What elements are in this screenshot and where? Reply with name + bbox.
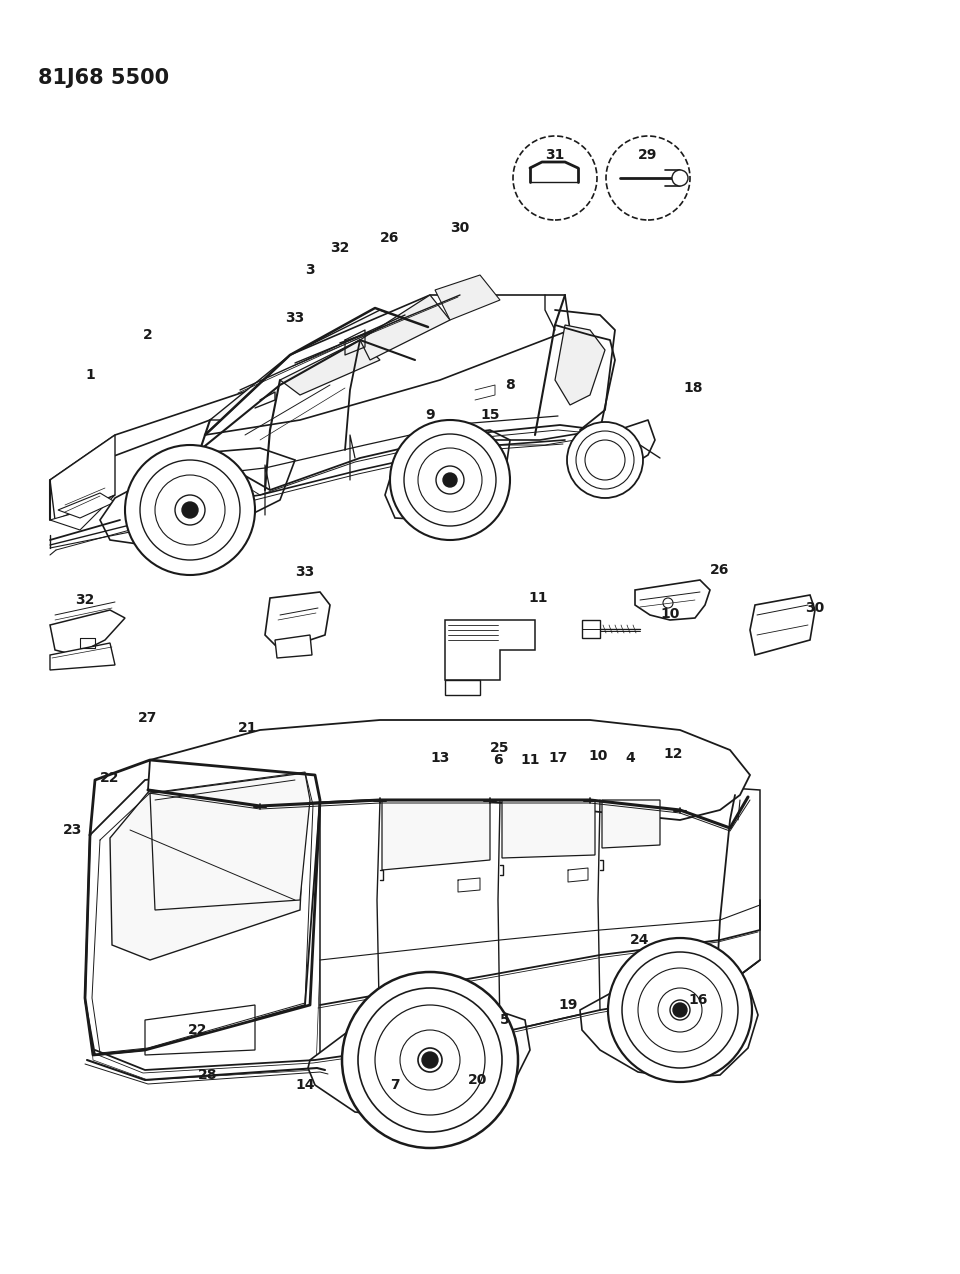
- Text: 31: 31: [545, 148, 564, 162]
- Polygon shape: [148, 720, 750, 820]
- Circle shape: [672, 169, 688, 186]
- Text: 32: 32: [330, 241, 349, 255]
- Circle shape: [513, 136, 597, 220]
- Polygon shape: [385, 431, 510, 520]
- Text: 11: 11: [528, 591, 548, 605]
- Text: 17: 17: [548, 750, 567, 764]
- Polygon shape: [445, 620, 535, 680]
- Text: 81J68 5500: 81J68 5500: [38, 68, 169, 88]
- Circle shape: [673, 1003, 687, 1017]
- Polygon shape: [280, 340, 380, 395]
- Text: 22: 22: [188, 1023, 207, 1037]
- Text: 23: 23: [63, 823, 83, 837]
- Polygon shape: [320, 761, 760, 1060]
- Polygon shape: [750, 595, 815, 655]
- Polygon shape: [50, 434, 115, 520]
- Circle shape: [606, 136, 690, 220]
- Circle shape: [125, 445, 255, 575]
- Circle shape: [342, 972, 518, 1148]
- Text: 7: 7: [390, 1078, 399, 1092]
- Text: 20: 20: [468, 1073, 488, 1087]
- Text: 15: 15: [480, 408, 500, 422]
- Polygon shape: [435, 275, 500, 320]
- Polygon shape: [50, 610, 125, 655]
- Circle shape: [182, 502, 198, 519]
- Text: 22: 22: [100, 771, 120, 785]
- Polygon shape: [582, 620, 600, 638]
- Text: 1: 1: [85, 368, 95, 382]
- Polygon shape: [50, 380, 280, 480]
- Text: 4: 4: [625, 750, 635, 764]
- Circle shape: [422, 1052, 438, 1068]
- Text: 26: 26: [380, 231, 399, 245]
- Text: 2: 2: [143, 327, 153, 341]
- Text: 27: 27: [138, 711, 157, 725]
- Polygon shape: [88, 761, 326, 1080]
- Text: 25: 25: [491, 741, 510, 755]
- Polygon shape: [210, 310, 430, 420]
- Polygon shape: [50, 496, 115, 530]
- Text: 24: 24: [631, 933, 650, 947]
- Text: 10: 10: [588, 749, 608, 763]
- Text: 12: 12: [663, 747, 683, 761]
- Text: 18: 18: [684, 381, 703, 395]
- Polygon shape: [205, 296, 570, 434]
- Text: 14: 14: [296, 1078, 315, 1092]
- Text: 28: 28: [199, 1068, 218, 1082]
- Circle shape: [608, 938, 752, 1082]
- Text: 26: 26: [710, 563, 730, 577]
- Polygon shape: [110, 769, 305, 961]
- Polygon shape: [145, 1005, 255, 1055]
- Polygon shape: [265, 592, 330, 650]
- Text: 19: 19: [559, 998, 578, 1012]
- Polygon shape: [275, 634, 312, 657]
- Text: 8: 8: [505, 378, 515, 392]
- Polygon shape: [580, 975, 758, 1078]
- Polygon shape: [602, 800, 660, 848]
- Circle shape: [390, 420, 510, 540]
- Polygon shape: [635, 580, 710, 620]
- Text: 32: 32: [75, 592, 95, 606]
- Polygon shape: [360, 296, 450, 361]
- Text: 9: 9: [425, 408, 435, 422]
- Polygon shape: [100, 448, 295, 545]
- Polygon shape: [308, 1000, 530, 1119]
- Text: 5: 5: [500, 1013, 510, 1027]
- Text: 10: 10: [660, 606, 680, 620]
- Text: 30: 30: [805, 601, 825, 615]
- Text: 29: 29: [638, 148, 658, 162]
- Text: 33: 33: [296, 564, 315, 578]
- Text: 11: 11: [520, 753, 540, 767]
- Text: 3: 3: [305, 262, 315, 276]
- Polygon shape: [50, 643, 115, 670]
- Circle shape: [443, 473, 457, 487]
- Polygon shape: [502, 800, 595, 857]
- Text: 13: 13: [430, 750, 449, 764]
- Text: 30: 30: [450, 220, 469, 234]
- Polygon shape: [555, 325, 605, 405]
- Text: 16: 16: [688, 992, 708, 1006]
- Polygon shape: [85, 761, 320, 1055]
- Text: 33: 33: [285, 311, 304, 325]
- Text: 6: 6: [493, 753, 503, 767]
- Text: 21: 21: [238, 721, 257, 735]
- Polygon shape: [445, 680, 480, 696]
- Polygon shape: [150, 773, 310, 910]
- Polygon shape: [58, 493, 115, 519]
- Circle shape: [567, 422, 643, 498]
- Polygon shape: [382, 800, 490, 870]
